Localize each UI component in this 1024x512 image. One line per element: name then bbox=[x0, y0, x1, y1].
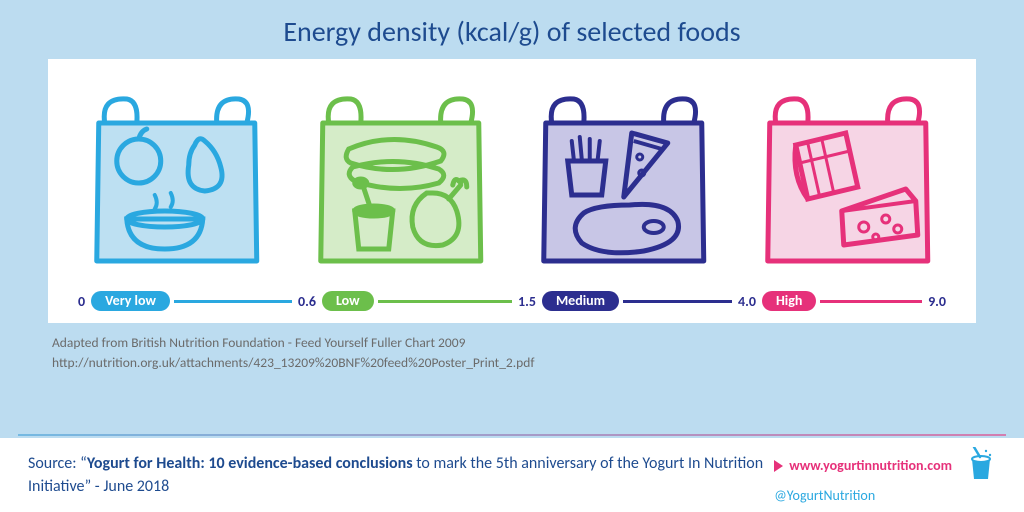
bags-row bbox=[72, 77, 952, 277]
source-text: Source: “Yogurt for Health: 10 evidence-… bbox=[28, 452, 774, 498]
cup-icon bbox=[966, 447, 996, 485]
bag-medium bbox=[519, 77, 729, 277]
bag-high bbox=[743, 77, 953, 277]
scale-row: 0 Very low 0.6 Low 1.5 Medium 4.0 High 9… bbox=[72, 291, 952, 311]
scale-num-1: 0.6 bbox=[292, 293, 322, 310]
footer: Source: “Yogurt for Health: 10 evidence-… bbox=[0, 438, 1024, 512]
triangle-icon bbox=[774, 460, 783, 472]
bag-very-low bbox=[72, 77, 282, 277]
pill-high: High bbox=[762, 291, 816, 311]
bag-low bbox=[296, 77, 506, 277]
chart-panel: 0 Very low 0.6 Low 1.5 Medium 4.0 High 9… bbox=[48, 59, 976, 323]
scale-num-0: 0 bbox=[72, 293, 91, 310]
scale-num-2: 1.5 bbox=[512, 293, 542, 310]
footer-links: www.yogurtinnutrition.com @YogurtNutriti… bbox=[774, 447, 996, 504]
scale-num-3: 4.0 bbox=[732, 293, 762, 310]
attribution-line2: http://nutrition.org.uk/attachments/423_… bbox=[52, 353, 972, 373]
pill-low: Low bbox=[322, 291, 374, 311]
attribution: Adapted from British Nutrition Foundatio… bbox=[52, 333, 972, 372]
page-title: Energy density (kcal/g) of selected food… bbox=[0, 0, 1024, 59]
scale-num-end: 9.0 bbox=[922, 293, 952, 310]
attribution-line1: Adapted from British Nutrition Foundatio… bbox=[52, 333, 972, 353]
twitter-handle[interactable]: @YogurtNutrition bbox=[774, 487, 996, 504]
website-link[interactable]: www.yogurtinnutrition.com bbox=[789, 457, 952, 474]
pill-very-low: Very low bbox=[91, 291, 170, 311]
divider bbox=[18, 434, 1006, 436]
pill-medium: Medium bbox=[542, 291, 619, 311]
